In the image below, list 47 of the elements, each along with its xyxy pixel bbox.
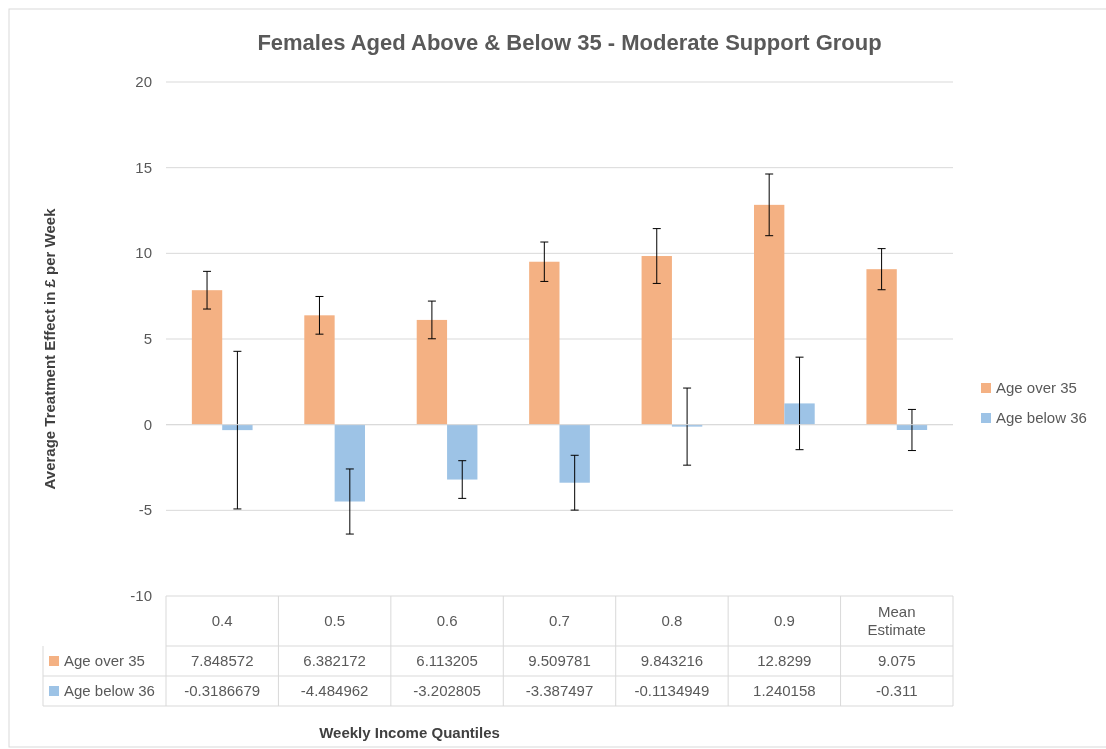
x-tick-label: 0.4: [211, 612, 233, 629]
bar: [191, 290, 223, 425]
legend-label: Age below 36: [996, 409, 1087, 426]
data-label: -4.484962: [300, 682, 369, 699]
y-tick-label: 20: [135, 73, 152, 90]
y-axis-title: Average Treatment Effect in £ per Week: [41, 207, 58, 490]
x-tick-label: 0.6: [436, 612, 458, 629]
text: Weekly Income Quantiles: [319, 724, 500, 741]
y-tick-label: 15: [135, 158, 152, 176]
data-label: -0.311: [876, 682, 918, 699]
data-label: -0.1134949: [634, 682, 710, 699]
x-tick-label: 0.8: [661, 612, 683, 629]
y-tick-label: 0: [143, 415, 152, 433]
x-tick-label: 0.9: [773, 612, 795, 629]
x-tick-label: 0.5: [324, 612, 346, 629]
data-label: 9.509781: [528, 652, 591, 669]
data-label: 6.382172: [303, 652, 366, 669]
bar: [529, 261, 560, 425]
bar: [416, 319, 448, 425]
bar: [641, 256, 672, 425]
bar: [866, 269, 897, 425]
x-tick-label: 0.7: [549, 612, 570, 629]
bar: [447, 424, 478, 480]
text: Age over 35: [64, 652, 145, 669]
data-label: 9.843216: [640, 652, 704, 669]
y-tick-label: -5: [138, 501, 152, 519]
y-tick-label: 10: [135, 244, 152, 262]
legend-label: Age over 35: [996, 379, 1077, 396]
bar: [559, 424, 590, 483]
bar: [222, 424, 253, 431]
data-label: 1.240158: [753, 682, 816, 699]
text: Age below 36: [64, 682, 155, 699]
bar: [304, 315, 335, 425]
data-label: 9.075: [878, 652, 916, 669]
data-label: -3.387497: [525, 682, 594, 699]
bar: [754, 204, 785, 425]
bar: [784, 403, 815, 425]
data-label: 7.848572: [190, 652, 254, 669]
chart-title: Females Aged Above & Below 35 - Moderate Support Group: [257, 30, 882, 55]
y-tick-label: -10: [130, 587, 152, 604]
data-label: 6.113205: [416, 652, 478, 669]
data-label: 12.8299: [757, 652, 812, 669]
y-tick-label: 5: [143, 330, 152, 347]
bar: [334, 424, 365, 502]
data-label: -0.3186679: [184, 682, 261, 699]
x-tick-label: Mean Estimate: [867, 603, 926, 638]
data-label: -3.202805: [413, 682, 481, 699]
